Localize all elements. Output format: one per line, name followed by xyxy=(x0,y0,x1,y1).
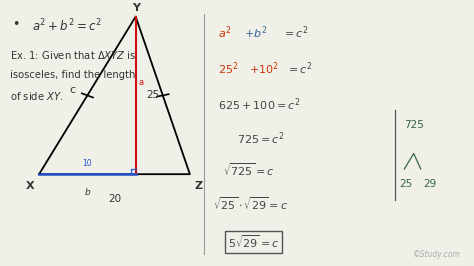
Text: $\sqrt{25} \cdot \sqrt{29} = c$: $\sqrt{25} \cdot \sqrt{29} = c$ xyxy=(213,195,289,211)
Text: 20: 20 xyxy=(108,194,121,203)
Text: $\sqrt{725} = c$: $\sqrt{725} = c$ xyxy=(223,161,274,178)
Text: $+ b^2$: $+ b^2$ xyxy=(244,24,267,41)
Text: 29: 29 xyxy=(423,179,437,189)
Text: Ex. 1: Given that $\Delta XYZ$ is: Ex. 1: Given that $\Delta XYZ$ is xyxy=(10,49,137,61)
Text: 25: 25 xyxy=(146,90,159,100)
Text: c: c xyxy=(70,85,76,95)
Text: $a^2$: $a^2$ xyxy=(218,24,232,41)
Text: Y: Y xyxy=(132,3,140,13)
Text: $= c^2$: $= c^2$ xyxy=(286,61,313,77)
Text: $25^2$: $25^2$ xyxy=(218,61,238,77)
Text: 25: 25 xyxy=(400,179,413,189)
Text: $725 = c^2$: $725 = c^2$ xyxy=(237,130,285,147)
Text: $= c^2$: $= c^2$ xyxy=(282,24,308,41)
Text: $5\sqrt{29} = c$: $5\sqrt{29} = c$ xyxy=(228,234,279,250)
Text: 10: 10 xyxy=(82,159,92,168)
Text: $+ 10^2$: $+ 10^2$ xyxy=(249,61,279,77)
Text: a: a xyxy=(138,78,143,87)
Text: b: b xyxy=(84,188,90,197)
Text: X: X xyxy=(26,181,35,191)
Text: •: • xyxy=(12,18,19,31)
Text: ©Study.com: ©Study.com xyxy=(413,251,461,259)
Text: 725: 725 xyxy=(404,120,424,130)
Text: isosceles, find the length: isosceles, find the length xyxy=(10,70,135,80)
Text: $625 + 100 = c^2$: $625 + 100 = c^2$ xyxy=(218,97,301,113)
Text: Z: Z xyxy=(195,181,203,191)
Text: of side $XY$.: of side $XY$. xyxy=(10,90,64,102)
Text: $a^2 + b^2 = c^2$: $a^2 + b^2 = c^2$ xyxy=(32,18,102,35)
